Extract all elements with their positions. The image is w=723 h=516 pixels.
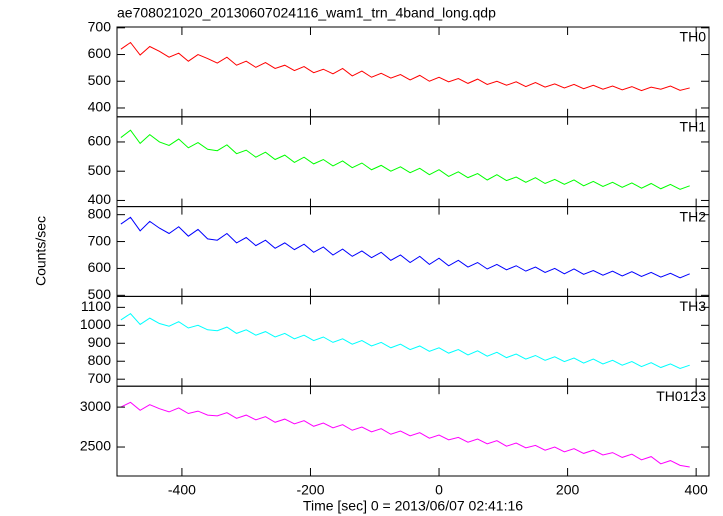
x-tick-label: 400 [684, 482, 708, 498]
y-tick-label: 700 [88, 19, 112, 35]
y-tick-label: 800 [88, 205, 112, 221]
y-tick-label: 400 [88, 99, 112, 115]
y-tick-label: 600 [88, 133, 112, 149]
panel-frame [116, 206, 710, 297]
y-tick-label: 600 [88, 259, 112, 275]
panel-frame [116, 295, 710, 387]
panel-label: TH0 [680, 29, 707, 45]
y-tick-label: 800 [88, 352, 112, 368]
panel-label: TH0123 [656, 388, 706, 404]
y-tick-label: 500 [88, 286, 112, 302]
panel-label: TH3 [680, 298, 707, 314]
x-tick-label: 0 [435, 482, 443, 498]
chart-title: ae708021020_20130607024116_wam1_trn_4ban… [117, 5, 496, 21]
y-axis-label: Counts/sec [33, 216, 49, 286]
x-tick-label: 200 [556, 482, 580, 498]
x-tick-label: -400 [168, 482, 196, 498]
panel-frame [116, 385, 710, 477]
y-tick-label: 900 [88, 334, 112, 350]
data-line [120, 216, 690, 279]
y-tick-label: 1100 [81, 298, 111, 314]
y-tick-label: 700 [88, 370, 112, 386]
y-tick-label: 3000 [80, 398, 111, 414]
data-line [120, 312, 690, 369]
x-axis-label: Time [sec] 0 = 2013/06/07 02:41:16 [303, 498, 523, 514]
data-line [120, 129, 690, 190]
panel-label: TH2 [680, 208, 707, 224]
panel-frame [116, 116, 710, 208]
y-tick-label: 700 [88, 232, 112, 248]
y-tick-label: 500 [88, 72, 112, 88]
y-tick-label: 1000 [80, 316, 111, 332]
panel-label: TH1 [680, 119, 707, 135]
x-tick-label: -200 [296, 482, 324, 498]
y-tick-label: 500 [88, 162, 112, 178]
data-line [120, 41, 690, 92]
y-tick-label: 2500 [80, 438, 111, 454]
y-tick-label: 400 [88, 191, 112, 207]
y-tick-label: 600 [88, 45, 112, 61]
panel-frame [116, 26, 710, 118]
data-line [120, 401, 690, 468]
